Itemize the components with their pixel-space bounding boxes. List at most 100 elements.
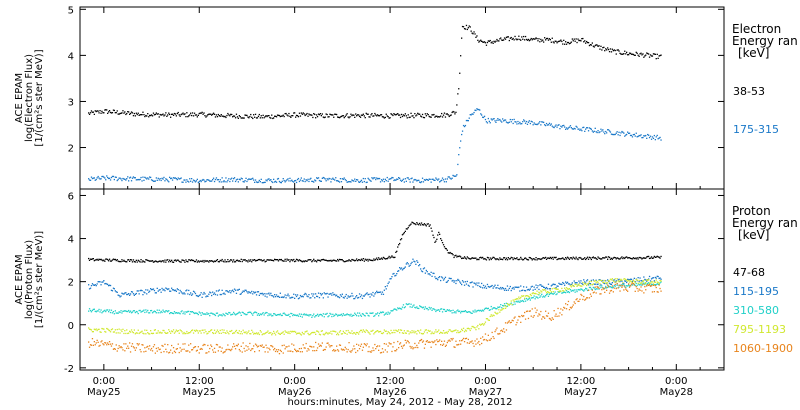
data-point	[395, 329, 397, 331]
data-point	[104, 177, 106, 179]
data-point	[517, 120, 519, 123]
data-point	[288, 345, 290, 347]
data-point	[571, 306, 573, 308]
data-point	[246, 349, 248, 351]
data-point	[396, 348, 398, 351]
data-point	[312, 315, 314, 317]
data-point	[424, 306, 426, 308]
data-point	[647, 282, 649, 285]
data-point	[165, 178, 167, 180]
data-point	[404, 306, 406, 308]
data-point	[319, 180, 322, 182]
data-point	[173, 350, 176, 352]
data-point	[521, 258, 523, 260]
data-point	[213, 260, 216, 262]
data-point	[178, 114, 180, 116]
data-point	[399, 268, 402, 270]
data-point	[351, 179, 353, 181]
data-point	[322, 313, 324, 315]
data-point	[457, 163, 459, 166]
data-point	[458, 154, 460, 156]
data-point	[100, 178, 102, 180]
data-point	[380, 179, 383, 181]
data-point	[378, 349, 380, 351]
data-point	[552, 41, 554, 43]
data-point	[210, 260, 212, 262]
data-point	[217, 290, 219, 292]
data-point	[135, 310, 137, 313]
data-point	[503, 328, 505, 330]
data-point	[121, 259, 123, 261]
data-point	[222, 293, 224, 295]
data-point	[218, 261, 220, 263]
data-point	[254, 181, 256, 183]
data-point	[603, 282, 605, 284]
data-point	[431, 178, 433, 180]
data-point	[196, 312, 198, 315]
data-point	[547, 291, 550, 293]
data-point	[305, 113, 307, 116]
data-point	[452, 174, 454, 177]
data-point	[595, 44, 597, 46]
data-point	[228, 114, 230, 116]
data-point	[394, 331, 396, 334]
data-point	[598, 288, 600, 290]
data-point	[323, 259, 325, 261]
data-point	[444, 310, 447, 312]
data-point	[93, 328, 95, 330]
data-point	[358, 115, 361, 117]
data-point	[565, 282, 568, 284]
data-point	[427, 273, 429, 275]
data-point	[186, 350, 188, 352]
data-point	[304, 314, 306, 316]
data-point	[166, 351, 168, 353]
data-point	[189, 313, 191, 315]
data-point	[515, 38, 517, 40]
data-point	[201, 111, 203, 113]
data-point	[544, 37, 546, 39]
data-point	[137, 329, 139, 331]
data-point	[220, 332, 222, 334]
data-point	[426, 340, 428, 342]
data-point	[507, 304, 509, 306]
data-point	[628, 284, 630, 286]
data-point	[519, 38, 521, 41]
data-point	[591, 130, 593, 132]
data-point	[163, 288, 165, 291]
data-point	[207, 179, 209, 181]
data-point	[110, 329, 113, 331]
data-point	[93, 308, 95, 310]
data-point	[404, 178, 406, 180]
data-point	[430, 181, 432, 183]
data-point	[397, 330, 399, 332]
data-point	[441, 112, 443, 115]
data-point	[238, 178, 240, 180]
data-point	[532, 124, 534, 126]
data-point	[616, 131, 618, 133]
data-point	[107, 342, 109, 344]
data-point	[353, 180, 355, 182]
data-point	[121, 179, 123, 182]
data-point	[437, 341, 439, 343]
data-point	[318, 333, 321, 335]
data-point	[200, 112, 202, 114]
data-point	[422, 116, 425, 119]
series-175-315	[88, 108, 662, 184]
data-point	[358, 296, 360, 299]
data-point	[332, 350, 334, 352]
data-point	[174, 331, 177, 333]
data-point	[89, 287, 92, 289]
data-point	[501, 309, 503, 311]
data-point	[570, 283, 572, 286]
data-point	[451, 253, 453, 255]
data-point	[260, 115, 262, 117]
data-point	[469, 258, 471, 260]
data-point	[383, 329, 385, 331]
data-point	[213, 180, 216, 183]
data-point	[596, 288, 598, 290]
data-point	[181, 348, 183, 351]
data-point	[121, 312, 123, 314]
data-point	[568, 126, 571, 128]
x-tick-label-time: 12:00	[376, 376, 405, 387]
data-point	[177, 343, 179, 345]
